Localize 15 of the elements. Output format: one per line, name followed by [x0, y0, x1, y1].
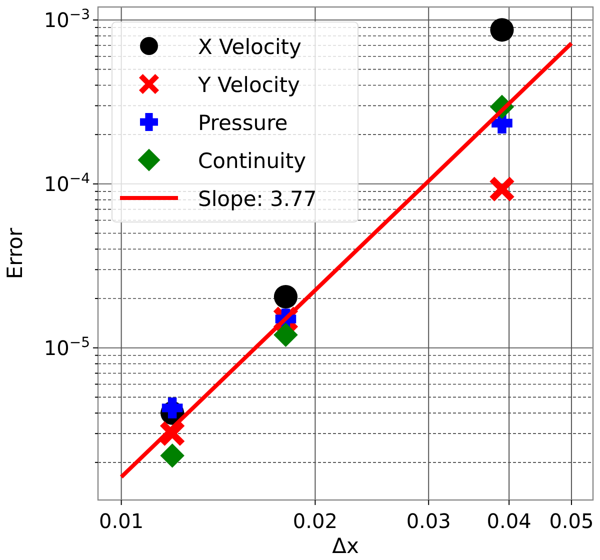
y-tick-label: 10$^{−5}$ — [44, 334, 90, 360]
legend-label: Pressure — [198, 111, 288, 135]
x-tick-label: 0.01 — [99, 509, 144, 533]
legend-label: Continuity — [198, 149, 306, 173]
legend-label: X Velocity — [198, 35, 302, 59]
legend-label: Slope: 3.77 — [198, 187, 317, 211]
x-tick-label: 0.03 — [406, 509, 451, 533]
x-tick-label: 0.04 — [486, 509, 532, 533]
legend-label: Y Velocity — [197, 73, 300, 97]
x-axis-title: Δx — [332, 534, 359, 558]
y-tick-label: 10$^{−3}$ — [44, 6, 90, 32]
y-axis-title: Error — [3, 228, 27, 280]
x-tick-label: 0.05 — [549, 509, 594, 533]
x-tick-label: 0.02 — [292, 509, 338, 533]
y-tick-label: 10$^{−4}$ — [44, 170, 90, 196]
